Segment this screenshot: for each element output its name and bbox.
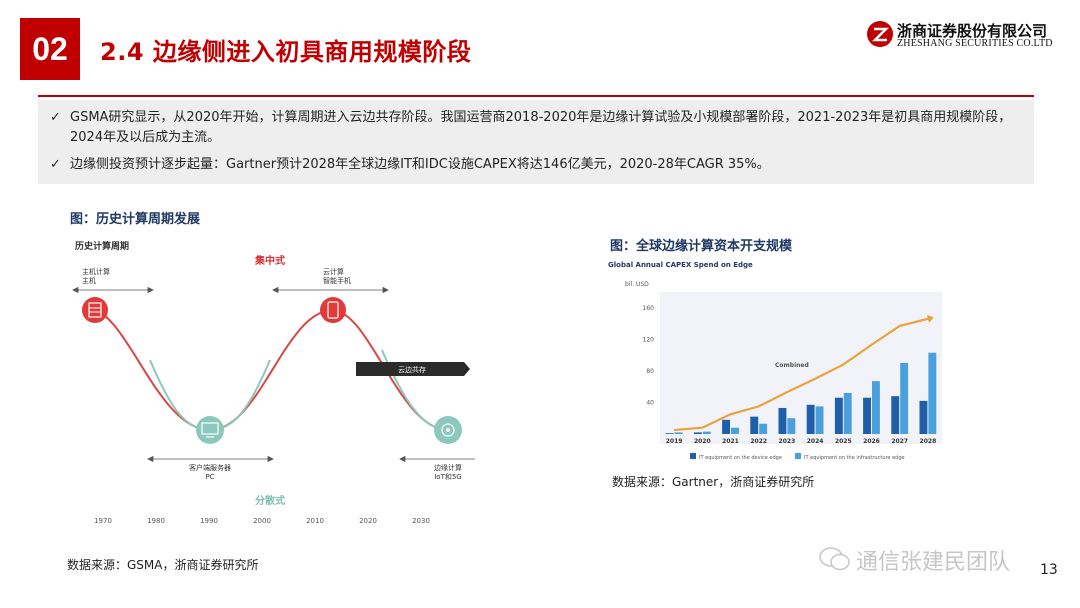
mainframe-device-label: 主机 [82,276,96,285]
legend-label-device: IT equipment on the device edge [699,455,782,461]
bar-infrastructure-edge [872,381,880,434]
section-number-badge: 02 [20,18,80,80]
year-axis: 1970 1980 1990 2000 2010 2020 2030 [94,517,430,525]
centralized-label: 集中式 [254,254,285,267]
chart-legend: IT equipment on the device edge IT equip… [690,453,905,461]
chart-title: Global Annual CAPEX Spend on Edge [608,261,753,269]
x-tick-label: 2024 [807,438,824,445]
left-figure-source: 数据来源：GSMA，浙商证券研究所 [67,558,259,572]
combined-arrowhead [926,314,934,323]
bullet-line: 2024年及以后成为主流。 [70,130,221,145]
right-figure-caption: 图：全球边缘计算资本开支规模 [610,239,793,254]
right-figure-source: 数据来源：Gartner，浙商证券研究所 [612,475,815,489]
bar-device-edge [693,432,702,434]
legend-swatch-infra [795,453,801,459]
year-tick: 2020 [359,517,377,525]
bar-device-edge [891,396,900,434]
bar-infrastructure-edge [843,392,852,434]
period-arrows [72,286,475,463]
page-number: 13 [1040,562,1058,578]
bar-infrastructure-edge [702,431,711,434]
capex-chart: Global Annual CAPEX Spend on Edge bil. U… [608,261,942,461]
bullet-item: ✓ GSMA研究显示，从2020年开始，计算周期进入云边共存阶段。我国运营商20… [50,108,1020,148]
bar-infrastructure-edge [787,418,796,434]
diagram-subtitle: 历史计算周期 [75,240,129,252]
bar-device-edge [806,404,815,434]
header-divider [38,95,1034,97]
x-tick-label: 2025 [835,438,852,445]
left-figure-caption: 图：历史计算周期发展 [70,212,201,227]
coexist-label: 云边共存 [398,365,426,374]
bar-device-edge [834,397,843,434]
year-tick: 2030 [412,517,430,525]
x-tick-label: 2020 [694,438,711,445]
year-tick: 2000 [253,517,271,525]
x-tick-label: 2019 [666,438,683,445]
wechat-icon [819,547,850,571]
client-server-label: 客户端服务器 [189,463,231,472]
bullet-line: GSMA研究显示，从2020年开始，计算周期进入云边共存阶段。我国运营商2018… [70,110,1012,125]
company-name: 浙商证券股份有限公司 [897,22,1048,40]
client-device-label: PC [205,473,214,481]
watermark-text: 通信张建民团队 [856,550,1011,575]
x-tick-label: 2023 [779,438,796,445]
computing-cycle-diagram: 历史计算周期 主机计算 主机 云计算 智能手机 客户端服务器 PC 边缘计算 I… [72,240,475,525]
bar-device-edge [919,400,928,434]
distributed-label: 分散式 [255,494,285,507]
bar-infrastructure-edge [759,423,768,434]
check-icon: ✓ [50,110,61,125]
mainframe-label: 主机计算 [82,267,110,276]
legend-swatch-device [690,453,696,459]
bar-device-edge [750,416,759,434]
x-tick-label: 2027 [891,438,908,445]
y-tick-label: 80 [646,368,654,375]
cycle-wave-1 [94,309,334,432]
bar-device-edge [863,397,871,434]
summary-panel [38,100,1034,184]
year-tick: 2010 [306,517,324,525]
year-tick: 1990 [200,517,218,525]
pc-icon [196,416,224,444]
y-tick-label: 120 [643,336,655,343]
y-tick-label: 40 [646,399,654,406]
mainframe-icon [82,297,108,323]
bar-device-edge [722,419,730,434]
bar-infrastructure-edge [674,432,683,434]
company-name-en: ZHESHANG SECURITIES CO.LTD [897,38,1053,49]
check-icon: ✓ [50,157,61,172]
bar-infrastructure-edge [900,363,909,434]
year-tick: 1970 [94,517,112,525]
cloud-device-label: 智能手机 [323,276,351,285]
smartphone-icon [320,297,346,323]
combined-series-line [674,317,929,432]
x-tick-label: 2021 [722,438,739,445]
bar-device-edge [778,407,787,434]
bar-infrastructure-edge [815,406,824,434]
bullet-item: ✓ 边缘侧投资预计逐步起量：Gartner预计2028年全球边缘IT和IDC设施… [50,155,1020,175]
x-tick-label: 2028 [920,438,937,445]
bar-infrastructure-edge [731,427,739,434]
combined-series-label: Combined [775,362,809,369]
cloud-label: 云计算 [323,267,344,276]
bullet-line: 边缘侧投资预计逐步起量：Gartner预计2028年全球边缘IT和IDC设施CA… [70,157,770,172]
y-axis-label: bil. USD [625,281,649,288]
x-tick-label: 2026 [863,438,880,445]
coexist-banner [356,362,470,376]
year-tick: 1980 [147,517,165,525]
x-tick-label: 2022 [750,438,767,445]
edge-device-label: IoT和5G [434,472,462,481]
page-title: 2.4 边缘侧进入初具商用规模阶段 [100,38,472,66]
bar-device-edge [665,433,674,434]
zheshang-logo-icon [867,21,893,47]
bar-infrastructure-edge [928,352,937,434]
legend-label-infra: IT equipment on the infrastructure edge [804,455,905,461]
edge-label: 边缘计算 [434,463,462,472]
y-tick-label: 160 [643,305,655,312]
